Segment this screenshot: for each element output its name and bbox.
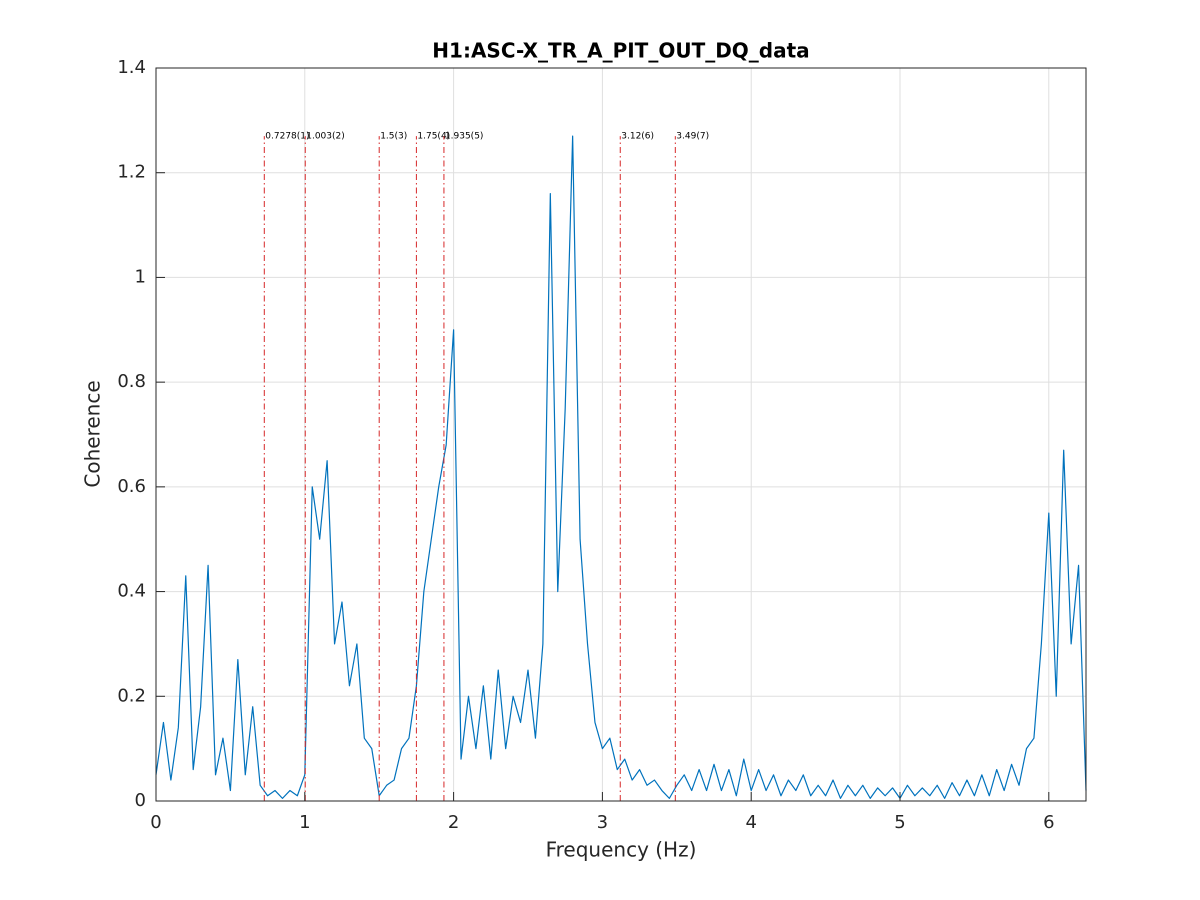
y-tick-label: 0.8 bbox=[117, 371, 146, 392]
marker-label: 1.5(3) bbox=[380, 132, 407, 142]
axes-box bbox=[155, 67, 1087, 802]
x-tick-label: 5 bbox=[894, 812, 905, 833]
y-tick-label: 1 bbox=[135, 266, 146, 287]
x-tick-label: 4 bbox=[745, 812, 756, 833]
marker-label: 1.935(5) bbox=[445, 132, 484, 142]
marker-label: 3.12(6) bbox=[621, 132, 654, 142]
x-tick-label: 6 bbox=[1043, 812, 1054, 833]
y-tick-label: 0.2 bbox=[117, 685, 146, 706]
data-line bbox=[155, 135, 1087, 799]
y-tick-label: 0.6 bbox=[117, 476, 146, 497]
x-tick-label: 3 bbox=[597, 812, 608, 833]
y-tick-label: 0 bbox=[135, 790, 146, 811]
x-axis-label: Frequency (Hz) bbox=[546, 838, 697, 862]
x-tick-label: 0 bbox=[150, 812, 161, 833]
y-tick-label: 1.4 bbox=[117, 57, 146, 78]
marker-label: 1.75(4) bbox=[417, 132, 450, 142]
x-tick-label: 2 bbox=[448, 812, 459, 833]
chart-title: H1:ASC-X_TR_A_PIT_OUT_DQ_data bbox=[432, 39, 809, 63]
y-tick-label: 1.2 bbox=[117, 162, 146, 183]
x-tick-label: 1 bbox=[299, 812, 310, 833]
y-axis-label: Coherence bbox=[81, 380, 105, 487]
marker-label: 1.003(2) bbox=[306, 132, 345, 142]
y-tick-label: 0.4 bbox=[117, 581, 146, 602]
marker-label: 3.49(7) bbox=[676, 132, 709, 142]
marker-label: 0.7278(1) bbox=[265, 132, 309, 142]
